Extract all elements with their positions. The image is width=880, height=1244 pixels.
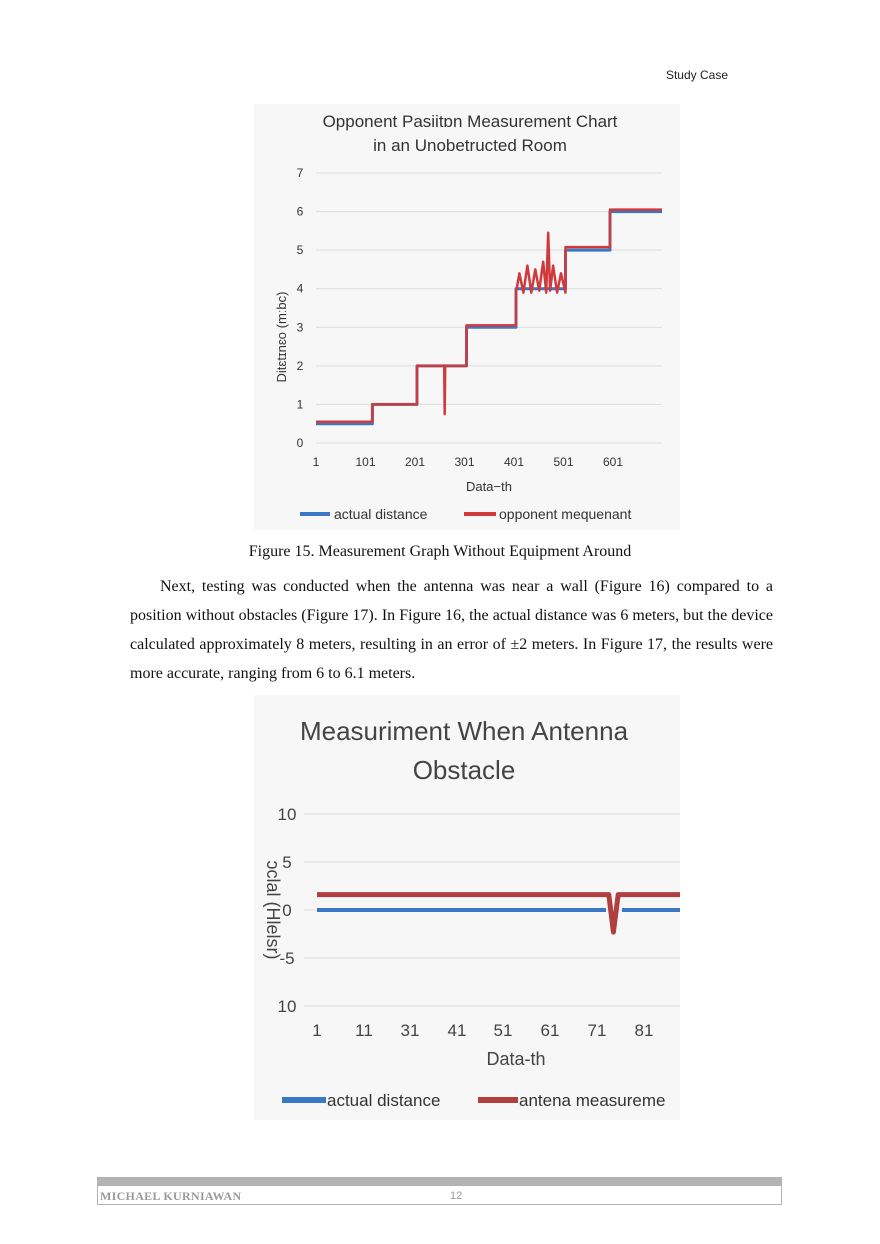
body-paragraph-text: Next, testing was conducted when the ant… bbox=[130, 578, 773, 682]
chart1-y-tick-label: 2 bbox=[297, 359, 304, 373]
chart2-title-line2: Obstacle bbox=[413, 755, 516, 785]
footer-bar bbox=[98, 1178, 781, 1186]
chart2-y-tick-label: 10 bbox=[278, 805, 297, 824]
chart2-x-tick-label: 41 bbox=[448, 1021, 467, 1040]
chart2-x-ticks: 1 11 31 41 51 61 71 81 bbox=[312, 1021, 653, 1040]
chart2-y-ticks: 10 5 0 -5 10 bbox=[278, 805, 297, 1016]
figure-16-svg: Measuriment When Antenna Obstacle 10 5 0 -5… bbox=[263, 716, 680, 1110]
figure-15-caption: Figure 15. Measurement Graph Without Equ… bbox=[248, 543, 632, 560]
chart2-y-tick-label: 10 bbox=[278, 997, 297, 1016]
figure-16-chart: Measuriment When Antenna Obstacle 10 5 0 -5… bbox=[254, 695, 680, 1120]
chart1-line-opponent-measurement bbox=[316, 208, 662, 424]
chart2-x-tick-label: 11 bbox=[355, 1021, 373, 1040]
chart1-x-tick-label: 601 bbox=[603, 455, 623, 469]
chart1-x-ticks: 1 101 201 301 401 501 601 bbox=[313, 455, 624, 469]
chart1-y-tick-label: 6 bbox=[297, 205, 304, 219]
chart1-legend-label-opponent: opponent mequenant bbox=[499, 506, 631, 522]
footer-page-number: 12 bbox=[450, 1190, 463, 1202]
chart1-title-line1: Opponent Pasiitɒn Measurement Chart bbox=[323, 112, 618, 131]
chart1-y-axis-label: Ditɛtɪnɛo (mːbc) bbox=[274, 292, 289, 383]
chart2-y-tick-label: -5 bbox=[279, 949, 294, 968]
chart2-y-tick-label: 5 bbox=[282, 853, 291, 872]
footer-author: MICHAEL KURNIAWAN bbox=[100, 1189, 242, 1203]
chart1-y-tick-label: 7 bbox=[297, 166, 304, 180]
chart1-y-tick-label: 5 bbox=[297, 243, 304, 257]
chart1-title-line2: in an Unobetructed Room bbox=[373, 136, 567, 155]
chart1-y-ticks: 0 1 2 3 4 5 6 7 bbox=[297, 166, 304, 450]
chart2-x-tick-label: 81 bbox=[635, 1021, 654, 1040]
chart1-x-tick-label: 501 bbox=[553, 455, 573, 469]
chart2-legend-label-actual: actual distance bbox=[327, 1091, 440, 1110]
chart2-x-tick-label: 1 bbox=[312, 1021, 321, 1040]
chart2-x-tick-label: 31 bbox=[401, 1021, 420, 1040]
chart1-x-tick-label: 401 bbox=[504, 455, 524, 469]
chart2-series bbox=[317, 892, 680, 935]
chart2-y-tick-label: 0 bbox=[282, 901, 291, 920]
chart1-y-tick-label: 0 bbox=[297, 436, 304, 450]
chart1-legend-label-actual: actual distance bbox=[334, 506, 428, 522]
chart2-legend-label-antenna: antena measureme bbox=[519, 1091, 665, 1110]
page-footer: MICHAEL KURNIAWAN 12 bbox=[97, 1177, 782, 1205]
chart2-line-antenna-measurement bbox=[317, 892, 680, 935]
chart2-title-line1: Measuriment When Antenna bbox=[300, 716, 629, 746]
chart1-x-tick-label: 301 bbox=[454, 455, 474, 469]
body-paragraph: Next, testing was conducted when the ant… bbox=[130, 572, 773, 688]
chart2-x-tick-label: 61 bbox=[541, 1021, 560, 1040]
chart1-x-tick-label: 201 bbox=[405, 455, 425, 469]
chart1-x-tick-label: 101 bbox=[355, 455, 375, 469]
chart1-x-axis-label: Data−th bbox=[466, 479, 512, 494]
chart1-x-tick-label: 1 bbox=[313, 455, 320, 469]
chart1-y-tick-label: 4 bbox=[297, 282, 304, 296]
chart2-x-tick-label: 71 bbox=[588, 1021, 607, 1040]
chart1-y-tick-label: 1 bbox=[297, 397, 304, 411]
chart1-series bbox=[316, 208, 662, 426]
figure-15-svg: Opponent Pasiitɒn Measurement Chart in a… bbox=[274, 112, 662, 522]
chart2-y-axis-label: ɔclal (Hlelsr) bbox=[263, 861, 283, 960]
chart2-x-tick-label: 51 bbox=[494, 1021, 513, 1040]
running-header: Study Case bbox=[665, 68, 728, 82]
chart2-x-axis-label: Data-th bbox=[486, 1049, 545, 1069]
chart1-y-tick-label: 3 bbox=[297, 320, 304, 334]
figure-15-chart: Opponent Pasiitɒn Measurement Chart in a… bbox=[254, 104, 680, 530]
